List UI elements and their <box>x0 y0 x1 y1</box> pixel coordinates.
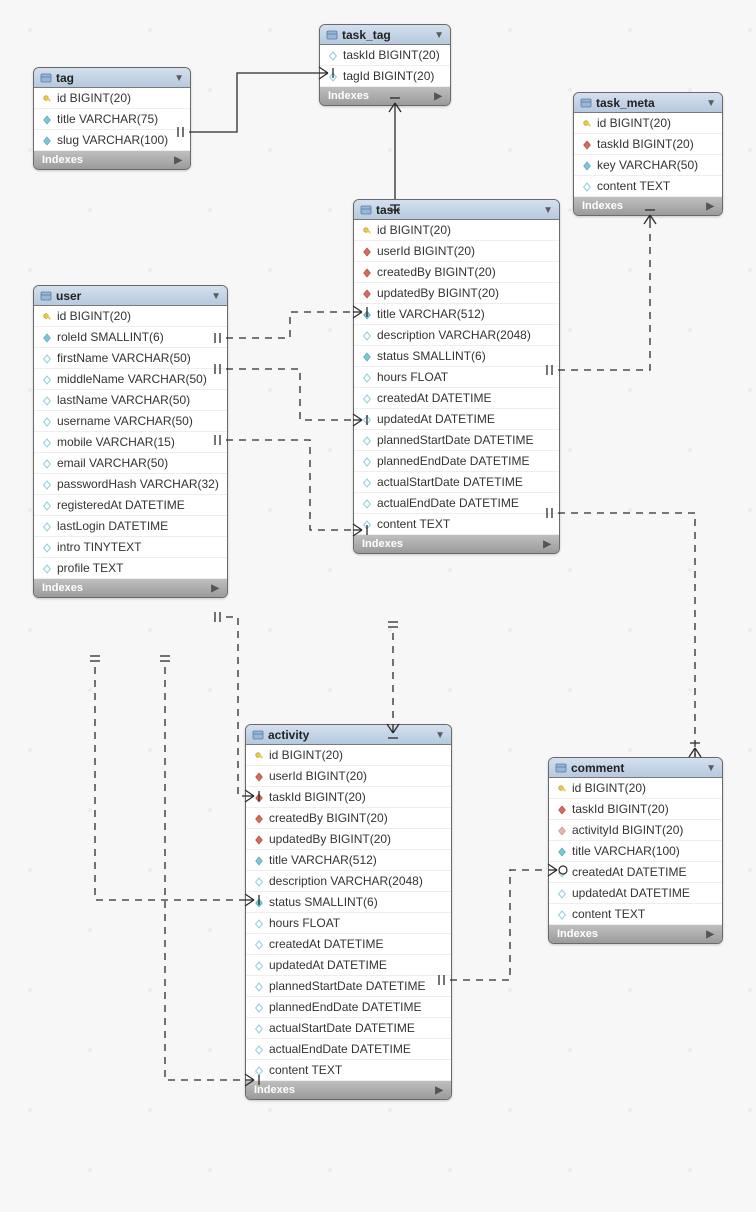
edge-user-activity-2 <box>95 667 245 900</box>
edge-tag-tasktag <box>189 73 319 132</box>
edge-user-task-2 <box>226 369 353 420</box>
edge-user-activity-1 <box>226 617 245 796</box>
edge-activity-comment <box>450 870 548 980</box>
relationship-lines <box>0 0 756 1212</box>
edge-user-activity-3 <box>165 667 245 1080</box>
edge-task-taskmeta <box>558 224 650 370</box>
edge-user-task-1 <box>226 312 353 338</box>
edge-user-task-3 <box>226 440 353 530</box>
edge-task-comment <box>558 513 695 757</box>
